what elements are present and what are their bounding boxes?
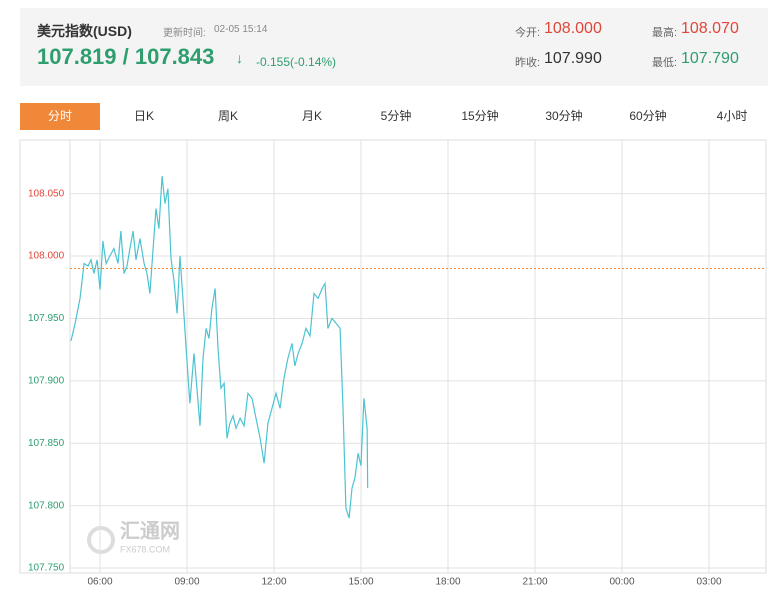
y-tick-label: 107.800 [28, 500, 65, 511]
y-tick-label: 108.050 [28, 188, 65, 199]
x-tick-label: 21:00 [522, 577, 547, 588]
y-tick-label: 107.950 [28, 313, 65, 324]
tab[interactable]: 5分钟 [380, 109, 412, 123]
chart-frame [19, 139, 767, 574]
stat-label: 昨收: [515, 57, 541, 69]
y-tick-label: 107.850 [28, 438, 65, 449]
tab[interactable]: 分时 [20, 103, 100, 130]
stat-label: 最低: [652, 57, 678, 69]
stat-value: 107.990 [544, 50, 602, 67]
x-tick-label: 03:00 [696, 577, 721, 588]
watermark-site: FX678.COM [120, 544, 170, 554]
title: 美元指数(USD) [37, 23, 132, 39]
stat-value: 107.790 [681, 50, 739, 67]
stat-label: 今开: [515, 27, 541, 39]
update-time: 02-05 15:14 [214, 24, 268, 35]
x-tick-label: 12:00 [261, 577, 286, 588]
stat-label: 最高: [652, 27, 678, 39]
y-tick-label: 108.000 [28, 251, 65, 262]
tab-bar: 分时 日K 周K 月K 5分钟 15分钟 30分钟 60分钟 4小时 [20, 103, 768, 130]
update-label: 更新时间: [163, 28, 206, 39]
stat-value: 108.000 [544, 20, 602, 37]
price: 107.819 / 107.843 [37, 44, 215, 69]
stat-value: 108.070 [681, 20, 739, 37]
quote-header: 美元指数(USD) 更新时间: 02-05 15:14 107.819 / 10… [20, 8, 768, 86]
x-tick-label: 18:00 [435, 577, 460, 588]
tab[interactable]: 60分钟 [629, 109, 667, 123]
tab[interactable]: 月K [301, 109, 322, 123]
x-tick-label: 00:00 [609, 577, 634, 588]
watermark-name: 汇通网 [120, 519, 180, 542]
tab[interactable]: 15分钟 [461, 109, 499, 123]
change: -0.155(-0.14%) [256, 55, 337, 69]
tab[interactable]: 日K [133, 109, 154, 123]
tab[interactable]: 30分钟 [545, 109, 583, 123]
tab[interactable]: 4小时 [716, 109, 748, 123]
tab[interactable]: 周K [217, 109, 238, 123]
y-tick-label: 107.750 [28, 563, 65, 574]
y-tick-label: 107.900 [28, 375, 65, 386]
x-tick-label: 06:00 [87, 577, 112, 588]
price-arrow: ↓ [236, 50, 243, 66]
price-line [70, 176, 369, 519]
x-tick-label: 15:00 [348, 577, 373, 588]
watermark-logo [87, 526, 115, 554]
x-tick-label: 09:00 [174, 577, 199, 588]
